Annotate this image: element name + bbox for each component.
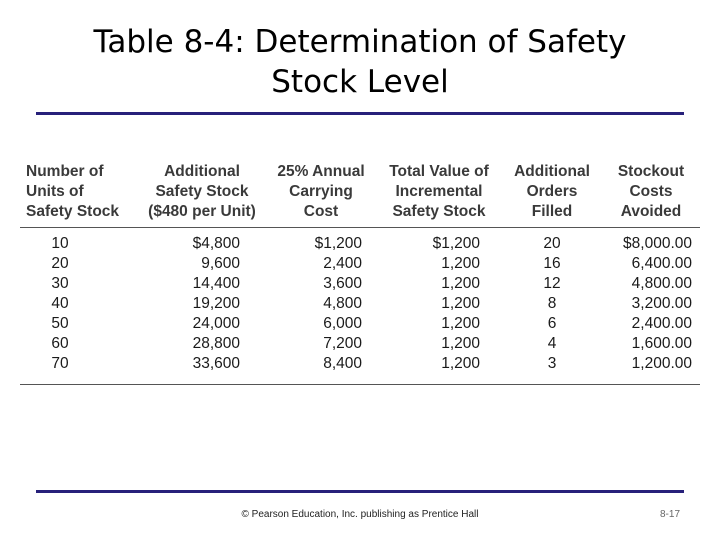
cell-units: 60 — [51, 335, 69, 352]
table-row: 10 $4,800 $1,200 $1,200 20 $8,000.00 — [20, 228, 700, 255]
header-line: 25% Annual — [277, 163, 365, 180]
cell-carrying-cost: 6,000 — [323, 315, 362, 332]
header-line: Stockout — [617, 163, 685, 180]
slide-title: Table 8-4: Determination of Safety Stock… — [40, 22, 680, 102]
safety-stock-table: Number of Units of Safety Stock Addition… — [20, 160, 700, 385]
table-row: 20 9,600 2,400 1,200 16 6,400.00 — [20, 254, 700, 274]
cell-orders-filled: 3 — [502, 354, 602, 385]
cell-orders-filled: 20 — [543, 235, 561, 252]
cell-total-value: 1,200 — [441, 315, 480, 332]
header-line: Safety Stock — [26, 203, 120, 220]
cell-stockout-costs: 1,600.00 — [631, 335, 692, 352]
cell-stockout-costs: 4,800.00 — [631, 275, 692, 292]
table-row: 60 28,800 7,200 1,200 4 1,600.00 — [20, 334, 700, 354]
cell-orders-filled: 6 — [547, 315, 557, 332]
header-line: Total Value of — [389, 163, 489, 180]
header-line: Filled — [531, 203, 573, 220]
cell-total-value: 1,200 — [441, 295, 480, 312]
header-line: ($480 per Unit) — [148, 203, 256, 220]
cell-additional-safety-stock: 19,200 — [192, 295, 240, 312]
cell-stockout-costs: 2,400.00 — [631, 315, 692, 332]
cell-orders-filled: 12 — [543, 275, 561, 292]
footer-divider — [36, 490, 684, 493]
cell-carrying-cost: 4,800 — [323, 295, 362, 312]
cell-total-value: 1,200 — [441, 255, 480, 272]
header-line: Safety Stock — [155, 183, 249, 200]
cell-additional-safety-stock: $4,800 — [192, 235, 240, 252]
cell-units: 10 — [51, 235, 69, 252]
cell-carrying-cost: 8,400 — [266, 354, 376, 385]
column-header-stockout-costs: Stockout Costs Avoided — [602, 160, 700, 228]
table-row: 30 14,400 3,600 1,200 12 4,800.00 — [20, 274, 700, 294]
cell-units: 30 — [51, 275, 69, 292]
column-header-orders-filled: Additional Orders Filled — [502, 160, 602, 228]
cell-additional-safety-stock: 28,800 — [192, 335, 240, 352]
cell-stockout-costs: $8,000.00 — [623, 235, 692, 252]
cell-orders-filled: 4 — [547, 335, 557, 352]
cell-orders-filled: 8 — [547, 295, 557, 312]
slide-title-line-1: Table 8-4: Determination of Safety — [93, 24, 627, 60]
cell-stockout-costs: 3,200.00 — [631, 295, 692, 312]
cell-carrying-cost: 7,200 — [323, 335, 362, 352]
cell-additional-safety-stock: 24,000 — [192, 315, 240, 332]
cell-total-value: $1,200 — [432, 235, 480, 252]
cell-carrying-cost: 2,400 — [323, 255, 362, 272]
cell-additional-safety-stock: 14,400 — [192, 275, 240, 292]
table-row: 40 19,200 4,800 1,200 8 3,200.00 — [20, 294, 700, 314]
table-row: 50 24,000 6,000 1,200 6 2,400.00 — [20, 314, 700, 334]
cell-units: 50 — [51, 315, 69, 332]
table-row: 70 33,600 8,400 1,200 3 1,200.00 — [20, 354, 700, 385]
title-divider — [36, 112, 684, 115]
cell-units: 70 — [20, 354, 138, 385]
header-line: Additional — [164, 163, 240, 180]
slide-number: 8-17 — [659, 509, 680, 520]
cell-units: 20 — [51, 255, 69, 272]
header-line: Cost — [303, 203, 339, 220]
header-line: Safety Stock — [392, 203, 486, 220]
cell-total-value: 1,200 — [441, 335, 480, 352]
header-line: Carrying — [289, 183, 353, 200]
header-line: Units of — [26, 183, 84, 200]
cell-total-value: 1,200 — [441, 275, 480, 292]
column-header-units: Number of Units of Safety Stock — [20, 160, 138, 228]
header-line: Avoided — [620, 203, 682, 220]
cell-units: 40 — [51, 295, 69, 312]
table-header-row: Number of Units of Safety Stock Addition… — [20, 160, 700, 228]
column-header-additional-safety-stock: Additional Safety Stock ($480 per Unit) — [138, 160, 266, 228]
header-line: Orders — [526, 183, 578, 200]
cell-additional-safety-stock: 33,600 — [138, 354, 266, 385]
column-header-total-value: Total Value of Incremental Safety Stock — [376, 160, 502, 228]
cell-additional-safety-stock: 9,600 — [201, 255, 240, 272]
cell-stockout-costs: 6,400.00 — [631, 255, 692, 272]
cell-total-value: 1,200 — [376, 354, 502, 385]
header-line: Incremental — [395, 183, 483, 200]
header-line: Additional — [514, 163, 590, 180]
copyright-notice: © Pearson Education, Inc. publishing as … — [241, 509, 479, 520]
cell-carrying-cost: $1,200 — [314, 235, 362, 252]
column-header-carrying-cost: 25% Annual Carrying Cost — [266, 160, 376, 228]
cell-orders-filled: 16 — [543, 255, 561, 272]
header-line: Costs — [629, 183, 673, 200]
cell-carrying-cost: 3,600 — [323, 275, 362, 292]
cell-stockout-costs: 1,200.00 — [602, 354, 700, 385]
slide-title-line-2: Stock Level — [271, 64, 449, 100]
header-line: Number of — [26, 163, 104, 180]
